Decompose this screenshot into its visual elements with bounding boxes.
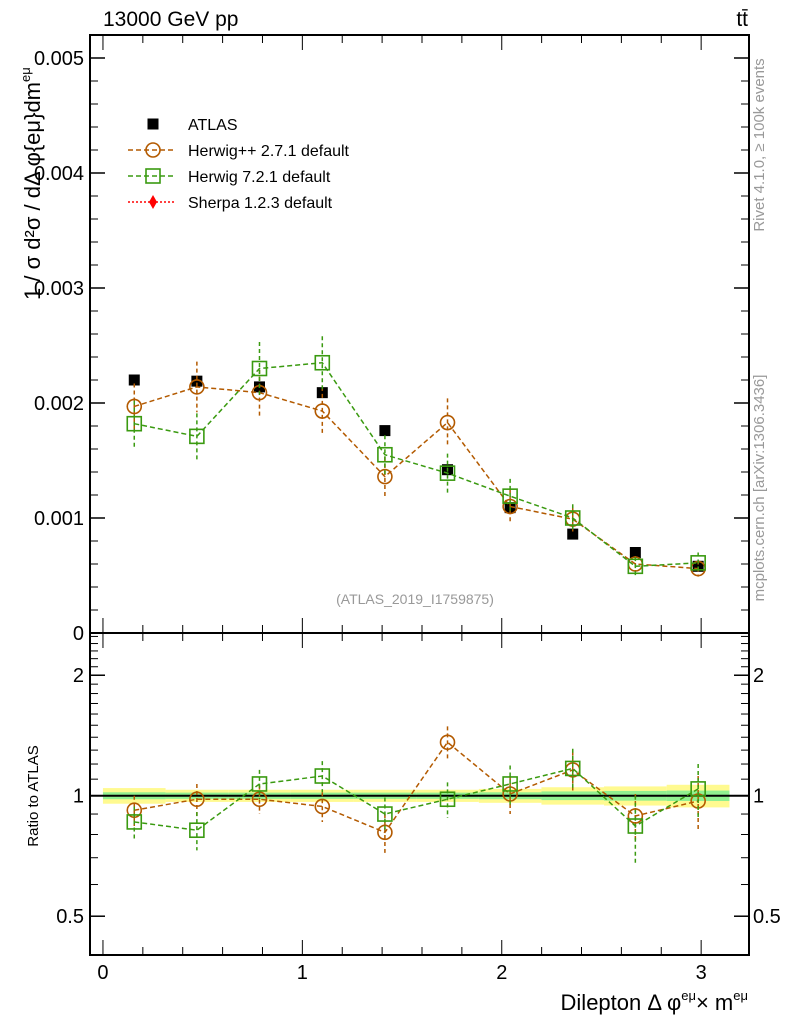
y-tick-label: 0.002: [34, 393, 84, 415]
ratio-series-0-point: [189, 791, 205, 808]
mcplots-label: mcplots.cern.ch [arXiv:1306.3436]: [751, 375, 768, 602]
main-plot: 0 0.001 0.002 0.003 0.004 0.005: [34, 34, 750, 645]
series-0-point: [692, 560, 704, 572]
x-tick-label: 3: [696, 962, 707, 984]
ratio-series-0-point: [627, 808, 644, 824]
ratio-series-1-point: [439, 791, 456, 808]
ratio-series-0-point: [377, 824, 393, 841]
series-0-point: [128, 374, 140, 386]
ratio-series-1-point: [251, 776, 268, 792]
legend-marker: [145, 142, 161, 158]
chart-title: 13000 GeV pp: [103, 8, 238, 31]
series-2-point: [251, 360, 268, 377]
y-tick-label: 0: [73, 623, 84, 645]
series-1-point: [439, 414, 456, 431]
ratio-y-tick-label-right: 2: [753, 665, 764, 687]
series-2-point: [314, 354, 331, 371]
ratio-series-1-point: [189, 822, 205, 839]
series-0-point: [629, 547, 641, 558]
legend-marker: [147, 118, 159, 130]
legend-label: ATLAS: [188, 117, 238, 134]
legend-label: Herwig++ 2.7.1 default: [188, 143, 350, 160]
ratio-series-0-point: [439, 734, 456, 751]
series-1-point: [502, 498, 518, 515]
series-1-point: [189, 379, 205, 395]
series-2-point: [126, 415, 143, 432]
x-tick-label: 2: [496, 962, 507, 984]
ratio-series-0-point: [314, 798, 331, 815]
ratio-y-tick-label: 2: [73, 665, 84, 687]
series-2-point: [627, 558, 644, 575]
series-2-line: [134, 361, 699, 568]
ratio-series-1-point: [314, 768, 331, 784]
ratio-plot: 0 1 2 3 0.5 0.5 1 1 2 2: [56, 632, 781, 984]
ratio-series-1-point: [627, 818, 644, 834]
y-axis-label: 1 / σ d²σ / dΔ φ{eμ}dmeμ: [18, 67, 45, 300]
ratio-series-1-point: [377, 806, 393, 822]
ratio-series-1-point: [502, 776, 518, 792]
x-axis-label: Dilepton Δ φeμ× meμ: [561, 988, 748, 1015]
rivet-label: Rivet 4.1.0, ≥ 100k events: [751, 58, 768, 231]
x-tick-label: 1: [297, 962, 308, 984]
legend: ATLAS Herwig++ 2.7.1 default Herwig 7.2.1 …: [128, 117, 350, 212]
series-2-point: [189, 428, 205, 445]
ratio-series-1-line: [134, 767, 699, 832]
ratio-series-1-point: [564, 760, 581, 777]
ratio-y-tick-label-right: 1: [753, 786, 764, 808]
ratio-y-axis-label: Ratio to ATLAS: [25, 745, 42, 846]
series-0-point: [316, 387, 328, 399]
y-tick-label: 0.001: [34, 508, 84, 530]
ratio-y-tick-label: 0.5: [56, 906, 84, 928]
legend-label: Sherpa 1.2.3 default: [188, 195, 333, 212]
analysis-annotation: (ATLAS_2019_I1759875): [336, 591, 494, 607]
series-0-point: [379, 425, 391, 437]
series-1-line: [134, 386, 699, 570]
legend-marker: [149, 195, 157, 209]
series-1-point: [314, 403, 331, 419]
y-tick-label: 0.005: [34, 48, 84, 70]
series-2-point: [502, 488, 518, 504]
process-label: tt̄: [736, 8, 748, 31]
series-1-point: [126, 398, 143, 415]
ratio-series-0-line: [134, 741, 699, 834]
legend-label: Herwig 7.2.1 default: [188, 169, 331, 186]
legend-marker: [145, 168, 161, 184]
x-tick-label: 0: [97, 962, 108, 984]
y-tick-label: 0.004: [34, 163, 84, 185]
series-2-point: [690, 555, 706, 571]
series-0-point: [191, 375, 203, 387]
ratio-y-tick-label-right: 0.5: [753, 906, 781, 928]
ratio-frame: [89, 632, 750, 956]
series-2-point: [377, 446, 393, 463]
ratio-series-1-point: [126, 814, 143, 830]
ratio-series-1-point: [690, 781, 706, 797]
series-2-point: [439, 465, 456, 481]
series-0-point: [567, 528, 579, 540]
y-tick-label: 0.003: [34, 278, 84, 300]
series-2-point: [564, 510, 581, 526]
ratio-y-tick-label: 1: [73, 786, 84, 808]
series-1-point: [377, 468, 393, 485]
